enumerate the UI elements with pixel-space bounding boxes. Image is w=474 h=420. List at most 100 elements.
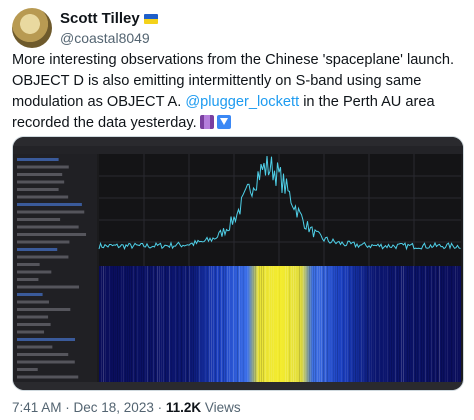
streak (431, 266, 432, 382)
emoji (199, 115, 214, 129)
streak (195, 266, 196, 382)
streak (117, 266, 118, 382)
panel-row (17, 300, 49, 304)
flag-emoji (143, 14, 158, 24)
attached-image[interactable] (12, 136, 464, 391)
streak (245, 266, 246, 382)
streak (331, 266, 332, 382)
streak (171, 266, 172, 382)
panel-row (17, 255, 69, 259)
streak (155, 266, 156, 382)
streak (459, 266, 460, 382)
streak (291, 266, 292, 382)
streak (383, 266, 384, 382)
streak (229, 266, 230, 382)
streak (435, 266, 436, 382)
tweet-meta: 7:41 AM · Dec 18, 2023 · 11.2K Views (12, 400, 241, 415)
streak (219, 266, 220, 382)
streak (445, 266, 446, 382)
streak (197, 266, 198, 382)
streak (367, 266, 368, 382)
streak (209, 266, 210, 382)
streak (203, 266, 204, 382)
panel-row (17, 278, 39, 281)
panel-row (17, 345, 53, 349)
streak (271, 266, 272, 382)
author-handle[interactable]: @coastal8049 (60, 30, 150, 46)
mention-link[interactable]: @plugger_lockett (185, 94, 300, 110)
streak (381, 266, 382, 382)
streak (149, 266, 150, 382)
streak (365, 266, 366, 382)
streak (369, 266, 370, 382)
streak (137, 266, 138, 382)
emoji (216, 115, 231, 129)
panel-row (17, 158, 59, 161)
streak (99, 266, 100, 382)
streak (277, 266, 278, 382)
streak (215, 266, 216, 382)
panel-row (17, 203, 82, 206)
panel-controls (17, 158, 87, 379)
streak (163, 266, 164, 382)
streak (143, 266, 144, 382)
streak (339, 266, 340, 382)
streak (401, 266, 402, 382)
streak (281, 266, 282, 382)
streak (403, 266, 404, 382)
streak (241, 266, 242, 382)
streak (289, 266, 290, 382)
views-label: Views (204, 400, 241, 415)
streak (441, 266, 442, 382)
streak (221, 266, 222, 382)
streak (405, 266, 406, 382)
streak (439, 266, 440, 382)
panel-row (17, 240, 70, 244)
panel-row (17, 225, 79, 229)
streak (353, 266, 354, 382)
streak (307, 266, 308, 382)
author-name[interactable]: Scott Tilley (60, 10, 158, 27)
streak (265, 266, 266, 382)
streak (179, 266, 180, 382)
streak (391, 266, 392, 382)
author-name-text[interactable]: Scott Tilley (60, 10, 140, 27)
streak (207, 266, 208, 382)
streak (343, 266, 344, 382)
panel-row (17, 285, 80, 289)
panel-row (17, 323, 51, 326)
streak (145, 266, 146, 382)
streak (303, 266, 304, 382)
streak (251, 266, 252, 382)
streak (425, 266, 426, 382)
streak (211, 266, 212, 382)
title-bar (13, 137, 463, 146)
streak (349, 266, 350, 382)
streak (273, 266, 274, 382)
streak (263, 266, 264, 382)
streak (157, 266, 158, 382)
timestamp[interactable]: 7:41 AM · Dec 18, 2023 · (12, 400, 163, 415)
streak (387, 266, 388, 382)
spectrum-grid (99, 154, 461, 266)
menu-bar (13, 146, 463, 154)
spectrum-trace (98, 156, 461, 251)
panel-row (17, 233, 87, 236)
panel-row (17, 368, 38, 371)
streak (185, 266, 186, 382)
streak (371, 266, 372, 382)
avatar[interactable] (12, 8, 52, 48)
streak (253, 266, 254, 382)
streak (377, 266, 378, 382)
streak (249, 266, 250, 382)
streak (347, 266, 348, 382)
waterfall (99, 266, 461, 382)
streak (311, 266, 312, 382)
streak (129, 266, 130, 382)
streak (109, 266, 110, 382)
streak (363, 266, 364, 382)
streak (115, 266, 116, 382)
streak (105, 266, 106, 382)
streak (295, 266, 296, 382)
